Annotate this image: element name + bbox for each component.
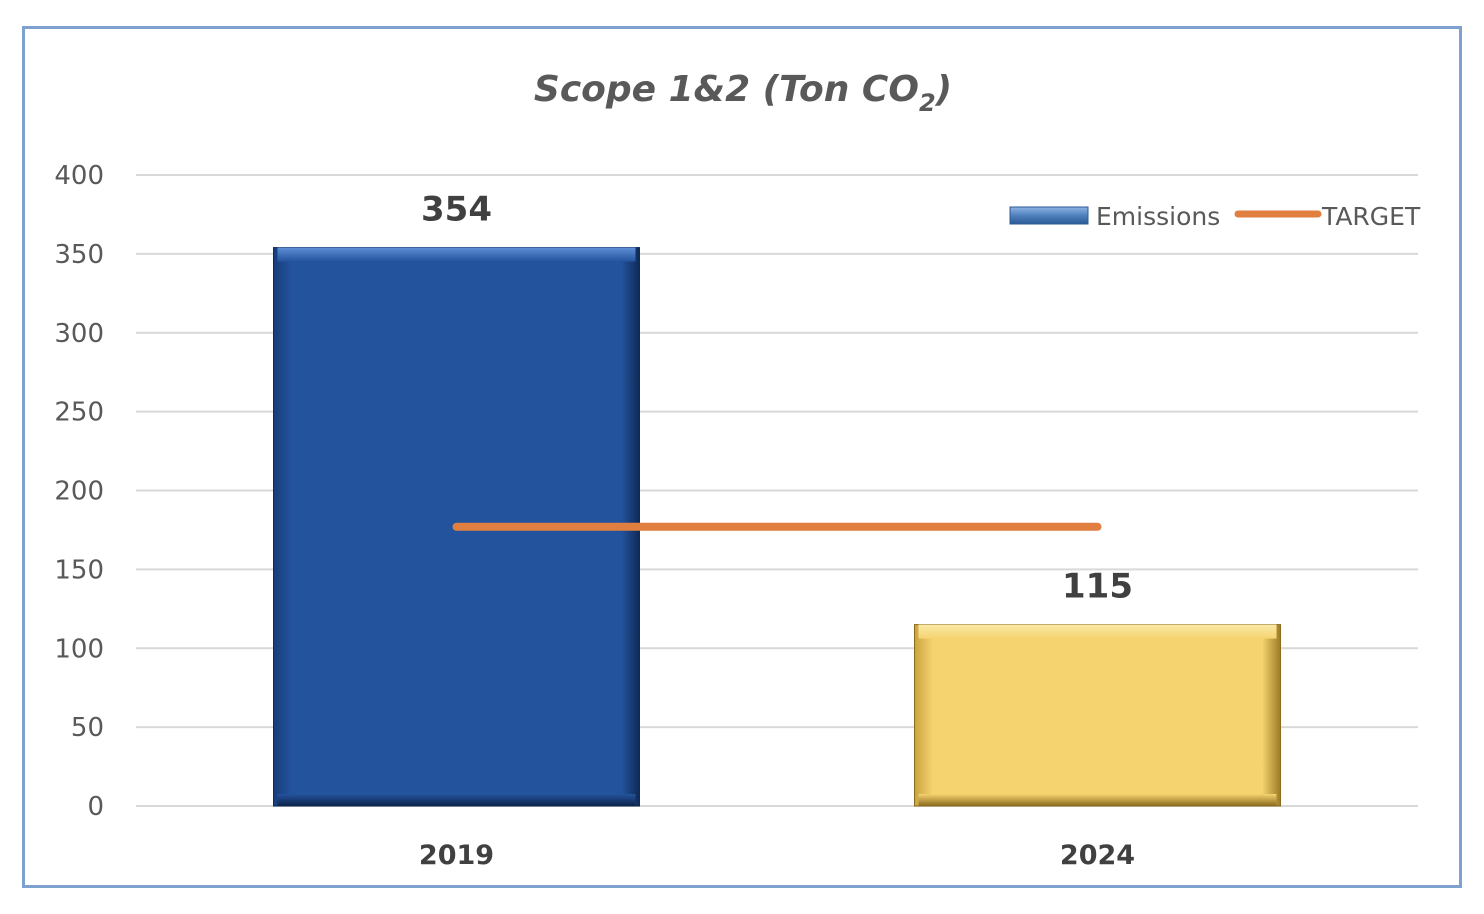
y-tick-label: 100 [54,634,104,664]
bar-bottom-bevel [918,794,1277,806]
y-tick-label: 350 [54,240,104,270]
y-tick-label: 0 [87,792,104,822]
bar-top-bevel [277,247,636,262]
bar-bottom-bevel [277,794,636,806]
y-tick-label: 250 [54,398,104,428]
chart-title-suffix: ) [935,69,952,110]
y-axis-tick-labels: 0 50 100 150 200 250 300 350 400 [54,161,104,822]
legend-label-emissions: Emissions [1096,202,1220,231]
x-category-label: 2024 [1060,840,1135,871]
data-label: 115 [1062,567,1133,607]
x-axis-category-labels: 2019 2024 [419,840,1135,871]
legend-swatch-emissions [1009,206,1089,225]
y-tick-label: 150 [54,555,104,585]
chart-title-main: Scope 1&2 (Ton CO [534,69,919,110]
bar-body [914,624,1281,807]
y-tick-label: 200 [54,477,104,507]
chart-title: Scope 1&2 (Ton CO2) [534,69,952,117]
data-label: 354 [421,190,492,230]
data-labels: 354 115 [421,190,1133,607]
bar-top-bevel [918,624,1277,639]
chart-title-subscript: 2 [919,89,936,117]
bar-2024 [914,624,1281,807]
x-category-label: 2019 [419,840,494,871]
y-tick-label: 300 [54,319,104,349]
legend: Emissions TARGET [1009,202,1421,231]
y-tick-label: 400 [54,161,104,191]
legend-label-target: TARGET [1321,202,1421,231]
y-tick-label: 50 [71,713,104,743]
